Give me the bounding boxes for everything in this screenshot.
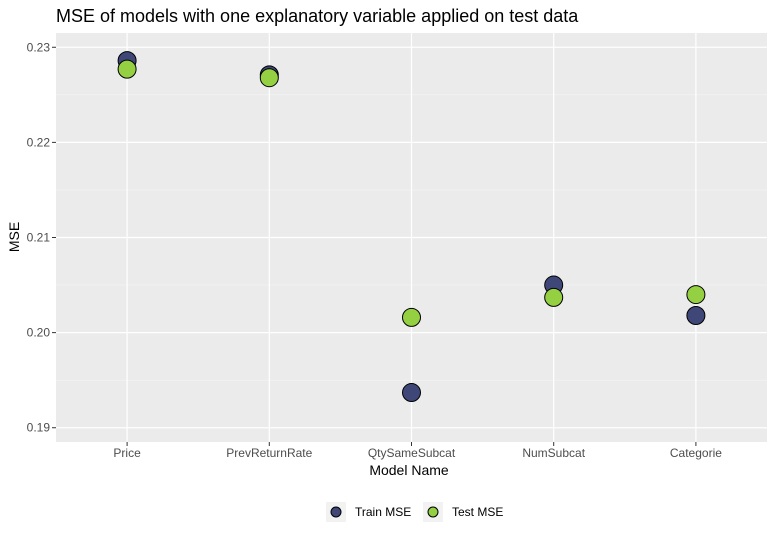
y-tick-label: 0.20: [27, 326, 51, 340]
data-point: [686, 285, 706, 305]
data-point: [117, 59, 137, 79]
data-point: [402, 383, 421, 403]
y-axis: 0.19 0.20 0.21 0.22 0.23: [27, 40, 56, 435]
legend-label: Test MSE: [452, 505, 503, 519]
legend-label: Train MSE: [355, 505, 411, 519]
x-tick-label: Categorie: [670, 446, 722, 460]
y-tick-label: 0.19: [27, 421, 51, 435]
x-tick-label: NumSubcat: [522, 446, 585, 460]
x-axis-title: Model Name: [369, 462, 449, 478]
chart-title: MSE of models with one explanatory varia…: [56, 6, 579, 26]
y-tick-label: 0.23: [27, 40, 51, 54]
grid-lines: [56, 33, 767, 442]
x-tick-label: QtySameSubcat: [368, 446, 456, 460]
data-point: [259, 68, 279, 88]
legend-marker: [330, 506, 342, 518]
legend-marker: [427, 506, 439, 518]
data-point: [402, 307, 421, 327]
x-axis: Price PrevReturnRate QtySameSubcat NumSubca…: [113, 442, 722, 460]
y-tick-label: 0.22: [27, 135, 51, 149]
x-tick-label: PrevReturnRate: [226, 446, 312, 460]
data-point: [686, 305, 706, 325]
legend: Train MSE Test MSE: [326, 502, 503, 522]
y-tick-label: 0.21: [27, 231, 51, 245]
data-point: [544, 287, 564, 307]
y-axis-title: MSE: [6, 222, 22, 252]
x-tick-label: Price: [113, 446, 141, 460]
data-points: [117, 51, 706, 403]
